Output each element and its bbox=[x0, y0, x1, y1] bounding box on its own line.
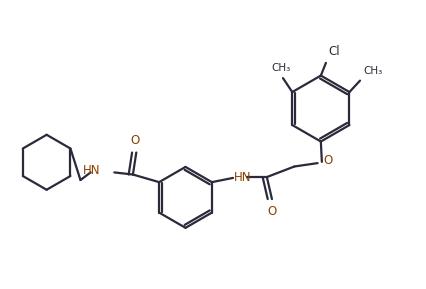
Text: CH₃: CH₃ bbox=[363, 66, 383, 76]
Text: O: O bbox=[323, 155, 333, 168]
Text: Cl: Cl bbox=[328, 45, 340, 58]
Text: O: O bbox=[130, 134, 139, 147]
Text: O: O bbox=[268, 205, 276, 218]
Text: HN: HN bbox=[234, 171, 251, 184]
Text: CH₃: CH₃ bbox=[271, 64, 291, 73]
Text: HN: HN bbox=[83, 164, 101, 177]
